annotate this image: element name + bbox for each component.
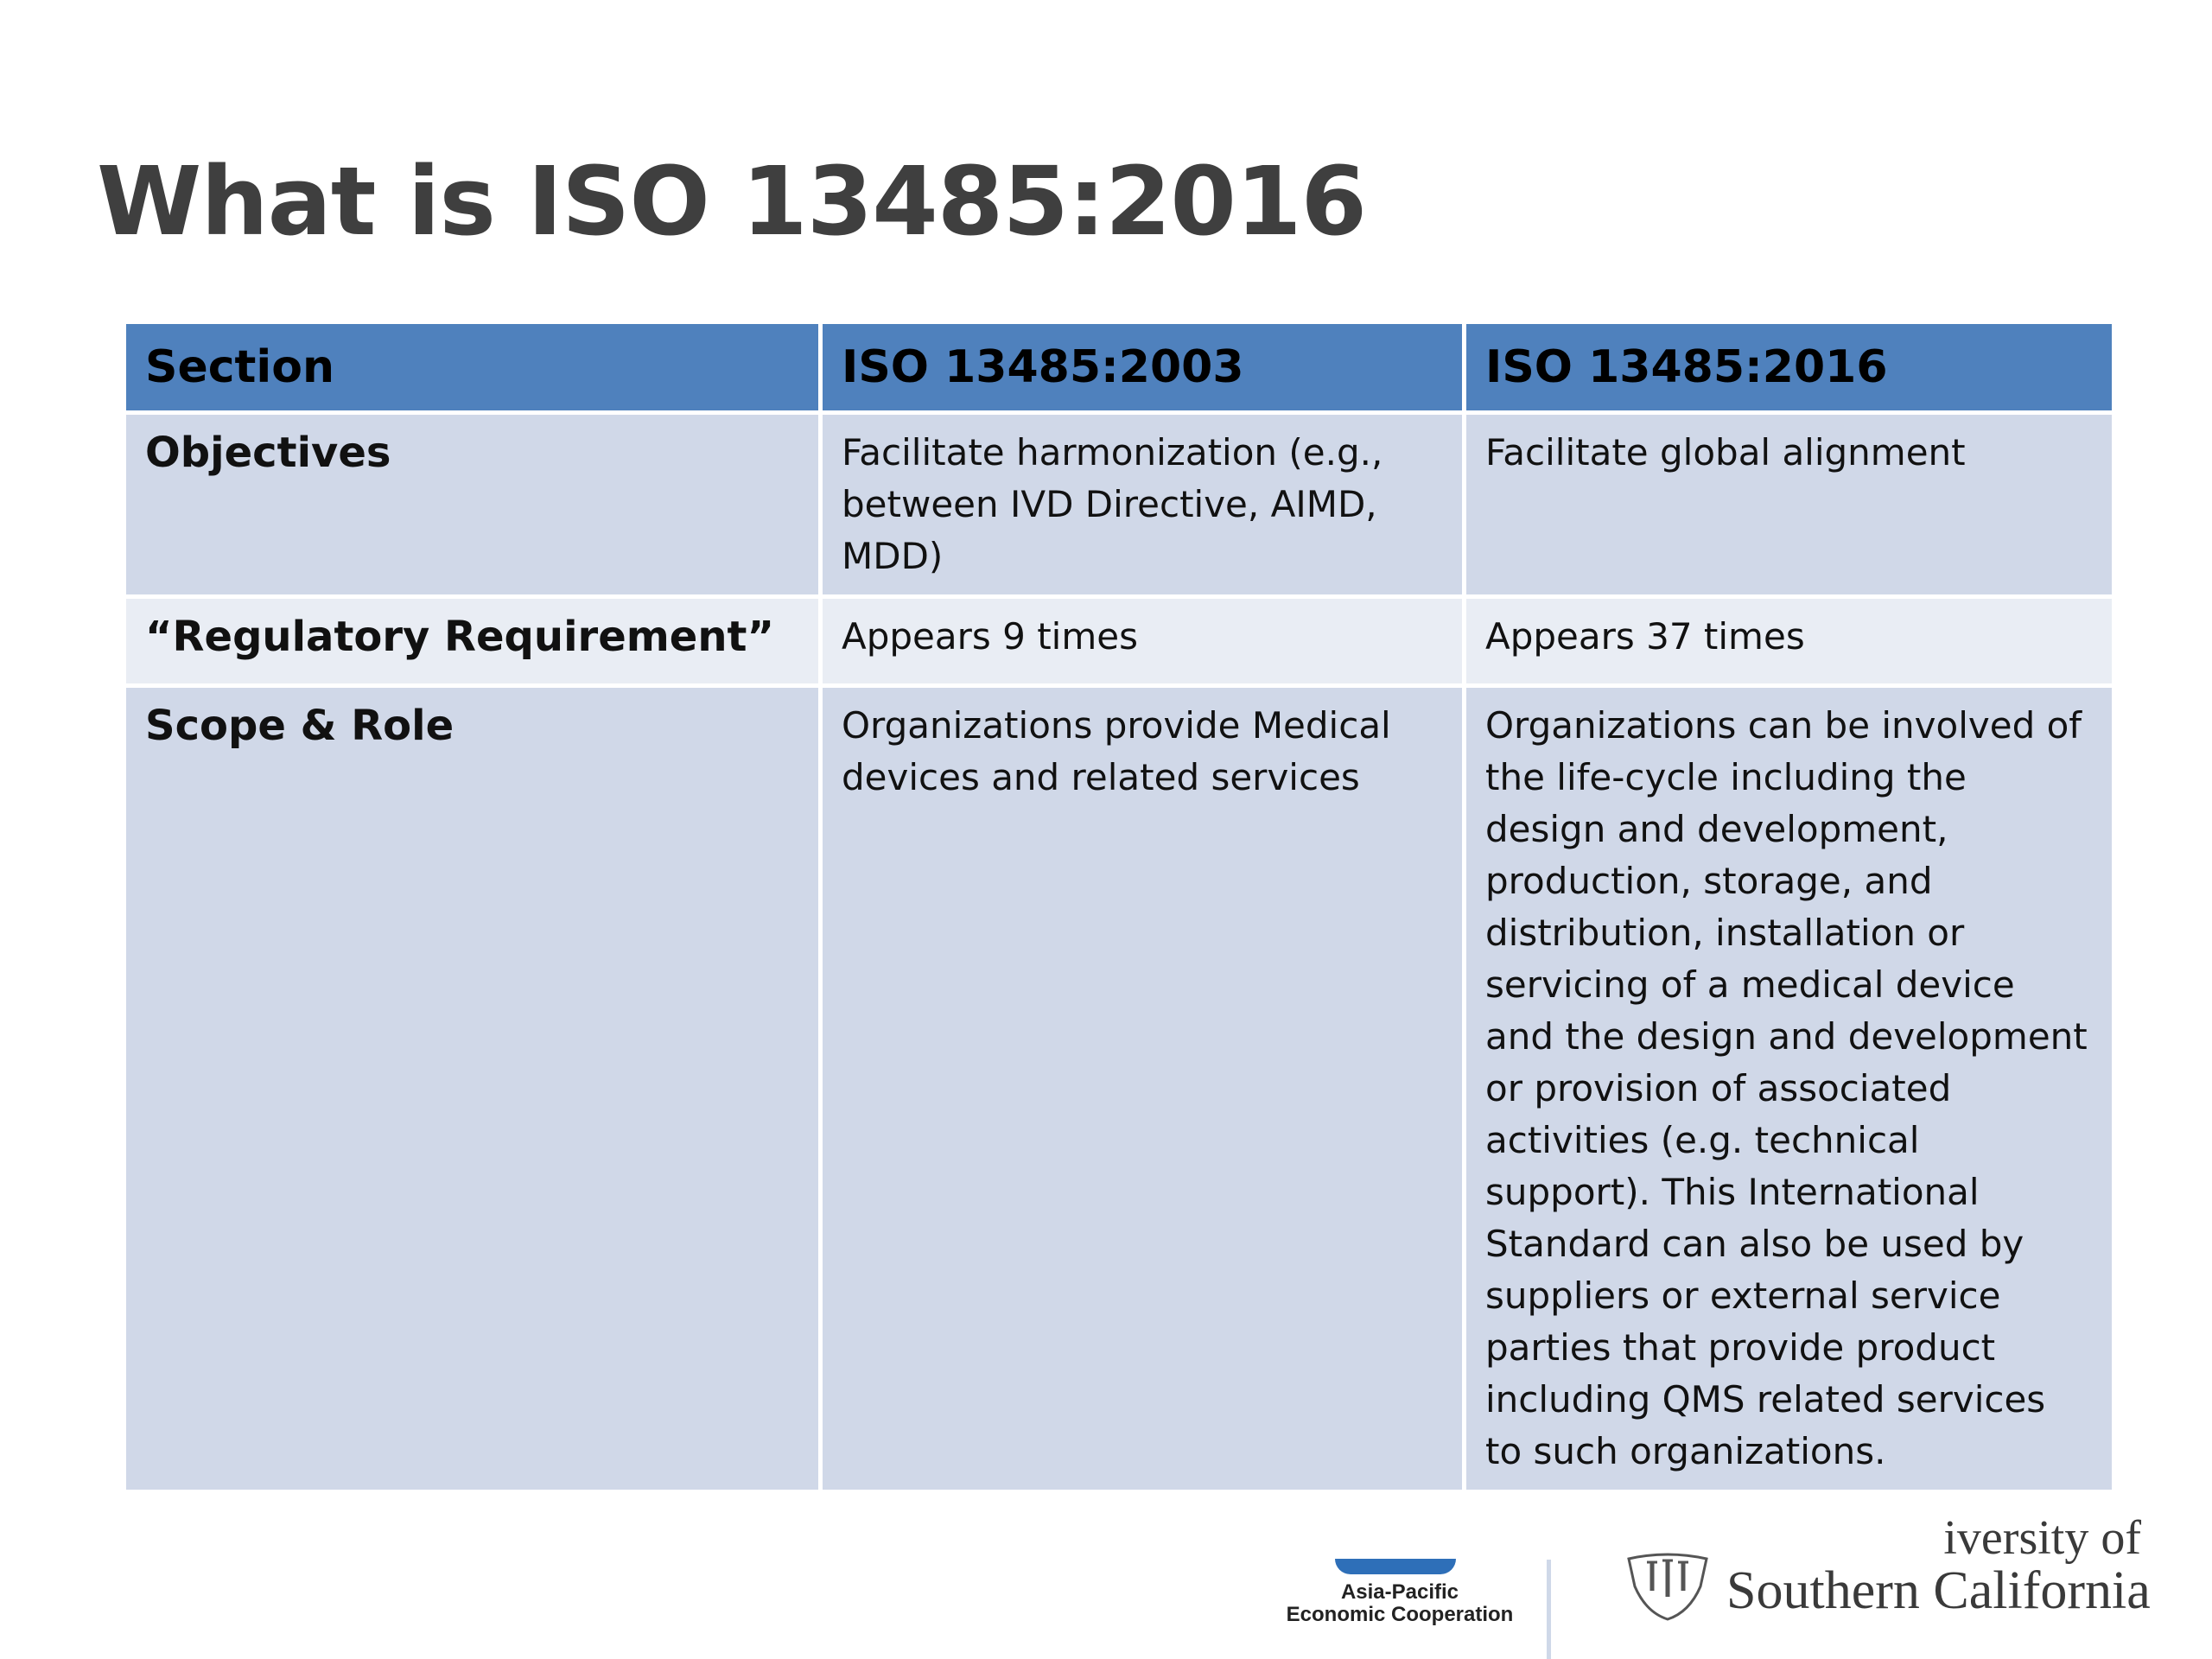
usc-logo: iversity of Southern California	[1624, 1510, 2177, 1631]
iso-2016-cell: Appears 37 times	[1462, 594, 2116, 688]
section-cell: Objectives	[122, 410, 823, 599]
iso-2003-cell: Facilitate harmonization (e.g., between …	[818, 410, 1466, 599]
usc-seal-icon	[1627, 1553, 1708, 1621]
header-section: Section	[122, 320, 823, 415]
table-header-row: Section ISO 13485:2003 ISO 13485:2016	[122, 320, 2116, 415]
comparison-table-container: Section ISO 13485:2003 ISO 13485:2016 Ob…	[122, 320, 2116, 1494]
header-iso-2016: ISO 13485:2016	[1462, 320, 2116, 415]
logo-divider	[1547, 1560, 1551, 1659]
table-row-scope-and-role: Scope & Role Organizations provide Medic…	[122, 683, 2116, 1494]
iso-2003-cell: Appears 9 times	[818, 594, 1466, 688]
iso-2016-cell: Organizations can be involved of the lif…	[1462, 683, 2116, 1494]
usc-line-2: Southern California	[1726, 1561, 2151, 1620]
apec-line-2: Economic Cooperation	[1286, 1603, 1514, 1626]
iso-2016-cell: Facilitate global alignment	[1462, 410, 2116, 599]
slide-title: What is ISO 13485:2016	[97, 146, 1367, 257]
table-row-objectives: Objectives Facilitate harmonization (e.g…	[122, 410, 2116, 599]
apec-globe-icon	[1335, 1559, 1456, 1574]
comparison-table: Section ISO 13485:2003 ISO 13485:2016 Ob…	[122, 320, 2116, 1494]
section-cell: “Regulatory Requirement”	[122, 594, 823, 688]
usc-line-1: iversity of	[1943, 1511, 2141, 1565]
section-cell: Scope & Role	[122, 683, 823, 1494]
apec-logo: Asia-Pacific Economic Cooperation	[1270, 1555, 1529, 1650]
apec-wordmark: Asia-Pacific Economic Cooperation	[1270, 1581, 1529, 1626]
table-row-regulatory-requirement: “Regulatory Requirement” Appears 9 times…	[122, 594, 2116, 688]
iso-2003-cell: Organizations provide Medical devices an…	[818, 683, 1466, 1494]
apec-line-1: Asia-Pacific	[1340, 1580, 1459, 1604]
header-iso-2003: ISO 13485:2003	[818, 320, 1466, 415]
